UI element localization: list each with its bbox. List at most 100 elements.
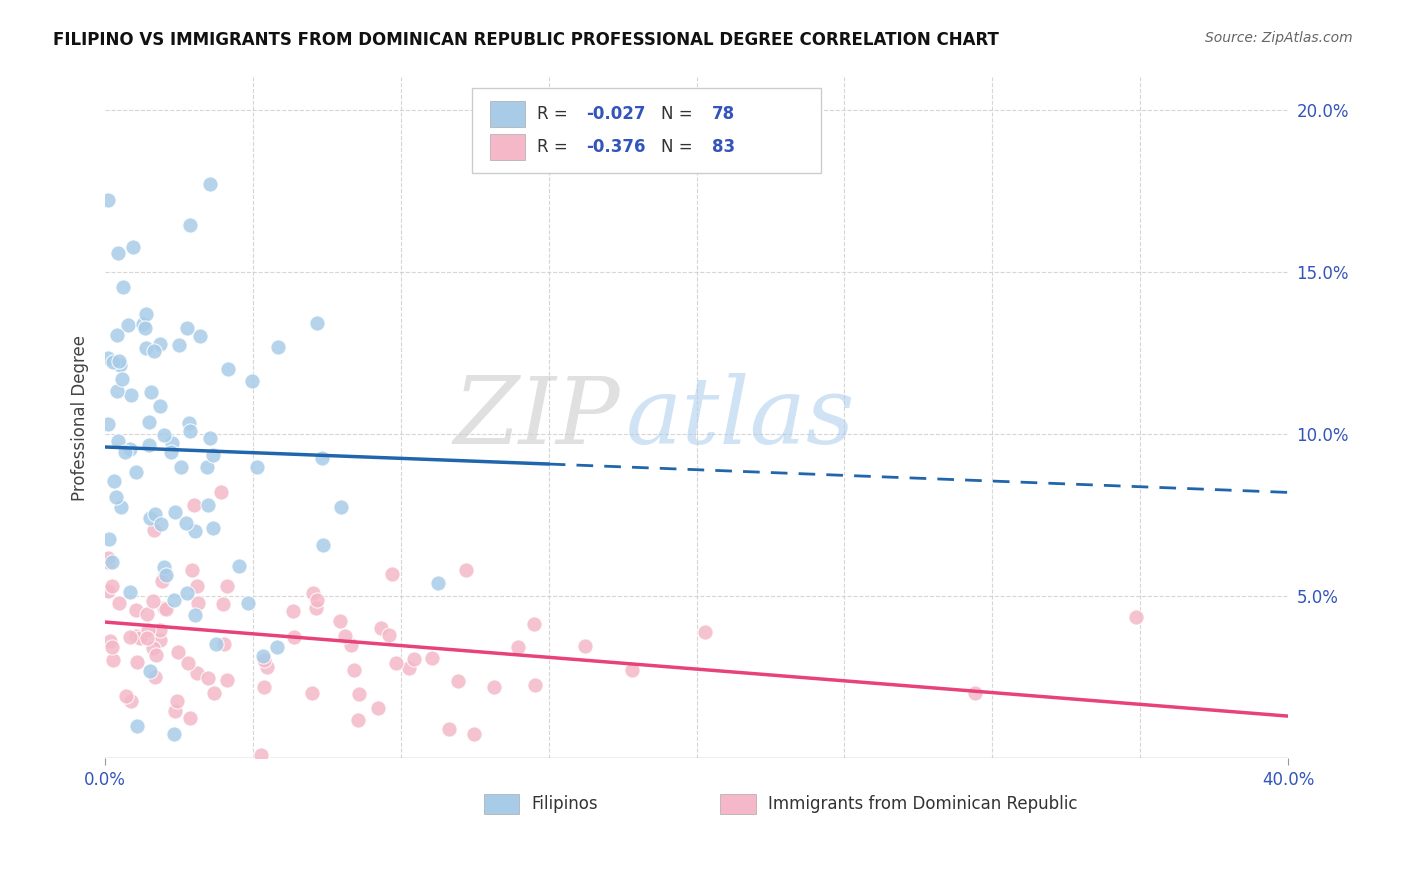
- Point: [347, 687, 370, 701]
- Point: [135, 341, 157, 355]
- Point: [159, 444, 181, 458]
- Point: [97, 555, 120, 569]
- Text: ZIP: ZIP: [453, 373, 620, 463]
- Point: [143, 670, 166, 684]
- Point: [333, 629, 356, 643]
- Point: [104, 490, 127, 504]
- Point: [108, 596, 131, 610]
- Point: [120, 694, 142, 708]
- Point: [100, 555, 122, 569]
- Point: [139, 511, 162, 525]
- Point: [125, 602, 148, 616]
- Point: [180, 563, 202, 577]
- Point: [165, 704, 187, 718]
- Point: [110, 500, 132, 514]
- Point: [139, 385, 162, 400]
- FancyBboxPatch shape: [489, 134, 524, 160]
- Point: [118, 584, 141, 599]
- Point: [143, 507, 166, 521]
- Point: [138, 438, 160, 452]
- Point: [342, 664, 364, 678]
- Point: [301, 686, 323, 700]
- Point: [149, 516, 172, 531]
- Point: [420, 650, 443, 665]
- Text: R =: R =: [537, 138, 572, 156]
- Point: [160, 436, 183, 450]
- Text: R =: R =: [537, 105, 572, 123]
- Point: [693, 624, 716, 639]
- Point: [427, 575, 450, 590]
- Point: [398, 660, 420, 674]
- Point: [118, 442, 141, 457]
- Point: [98, 633, 121, 648]
- Point: [155, 602, 177, 616]
- Point: [183, 498, 205, 512]
- Point: [283, 630, 305, 644]
- Point: [149, 623, 172, 637]
- Point: [463, 726, 485, 740]
- Point: [574, 639, 596, 653]
- Point: [311, 451, 333, 466]
- Point: [198, 431, 221, 445]
- Point: [252, 649, 274, 664]
- Point: [484, 681, 506, 695]
- Point: [437, 723, 460, 737]
- Point: [122, 240, 145, 254]
- Point: [97, 533, 120, 547]
- Point: [240, 374, 263, 388]
- Point: [1125, 610, 1147, 624]
- Point: [329, 614, 352, 628]
- Point: [187, 596, 209, 610]
- Point: [149, 337, 172, 351]
- Point: [112, 279, 135, 293]
- Point: [107, 328, 129, 343]
- Point: [202, 521, 225, 535]
- Point: [142, 523, 165, 537]
- Point: [381, 566, 404, 581]
- Point: [176, 656, 198, 670]
- Point: [150, 574, 173, 588]
- FancyBboxPatch shape: [484, 794, 519, 814]
- Point: [367, 701, 389, 715]
- Point: [108, 358, 131, 372]
- Y-axis label: Professional Degree: Professional Degree: [72, 334, 89, 500]
- Point: [215, 579, 238, 593]
- Point: [506, 640, 529, 654]
- Point: [246, 460, 269, 475]
- Point: [174, 516, 197, 530]
- Text: Filipinos: Filipinos: [531, 795, 598, 813]
- Point: [170, 460, 193, 475]
- Point: [153, 427, 176, 442]
- Point: [145, 648, 167, 662]
- Point: [347, 713, 370, 727]
- Point: [120, 387, 142, 401]
- Point: [190, 329, 212, 343]
- Text: Source: ZipAtlas.com: Source: ZipAtlas.com: [1205, 31, 1353, 45]
- Point: [101, 640, 124, 654]
- Text: N =: N =: [661, 105, 697, 123]
- Point: [184, 607, 207, 622]
- Point: [107, 434, 129, 449]
- Point: [129, 632, 152, 646]
- Point: [197, 498, 219, 512]
- Text: N =: N =: [661, 138, 697, 156]
- Point: [149, 632, 172, 647]
- Text: -0.376: -0.376: [586, 138, 647, 156]
- Point: [202, 686, 225, 700]
- FancyBboxPatch shape: [720, 794, 756, 814]
- Point: [107, 245, 129, 260]
- Point: [217, 362, 239, 376]
- Point: [125, 629, 148, 643]
- Point: [153, 560, 176, 574]
- Point: [107, 354, 129, 368]
- Point: [523, 616, 546, 631]
- Point: [163, 592, 186, 607]
- Point: [179, 219, 201, 233]
- Point: [97, 551, 120, 566]
- Point: [266, 640, 288, 654]
- Point: [205, 637, 228, 651]
- Point: [125, 655, 148, 669]
- Point: [249, 747, 271, 762]
- Point: [404, 652, 426, 666]
- Point: [103, 474, 125, 488]
